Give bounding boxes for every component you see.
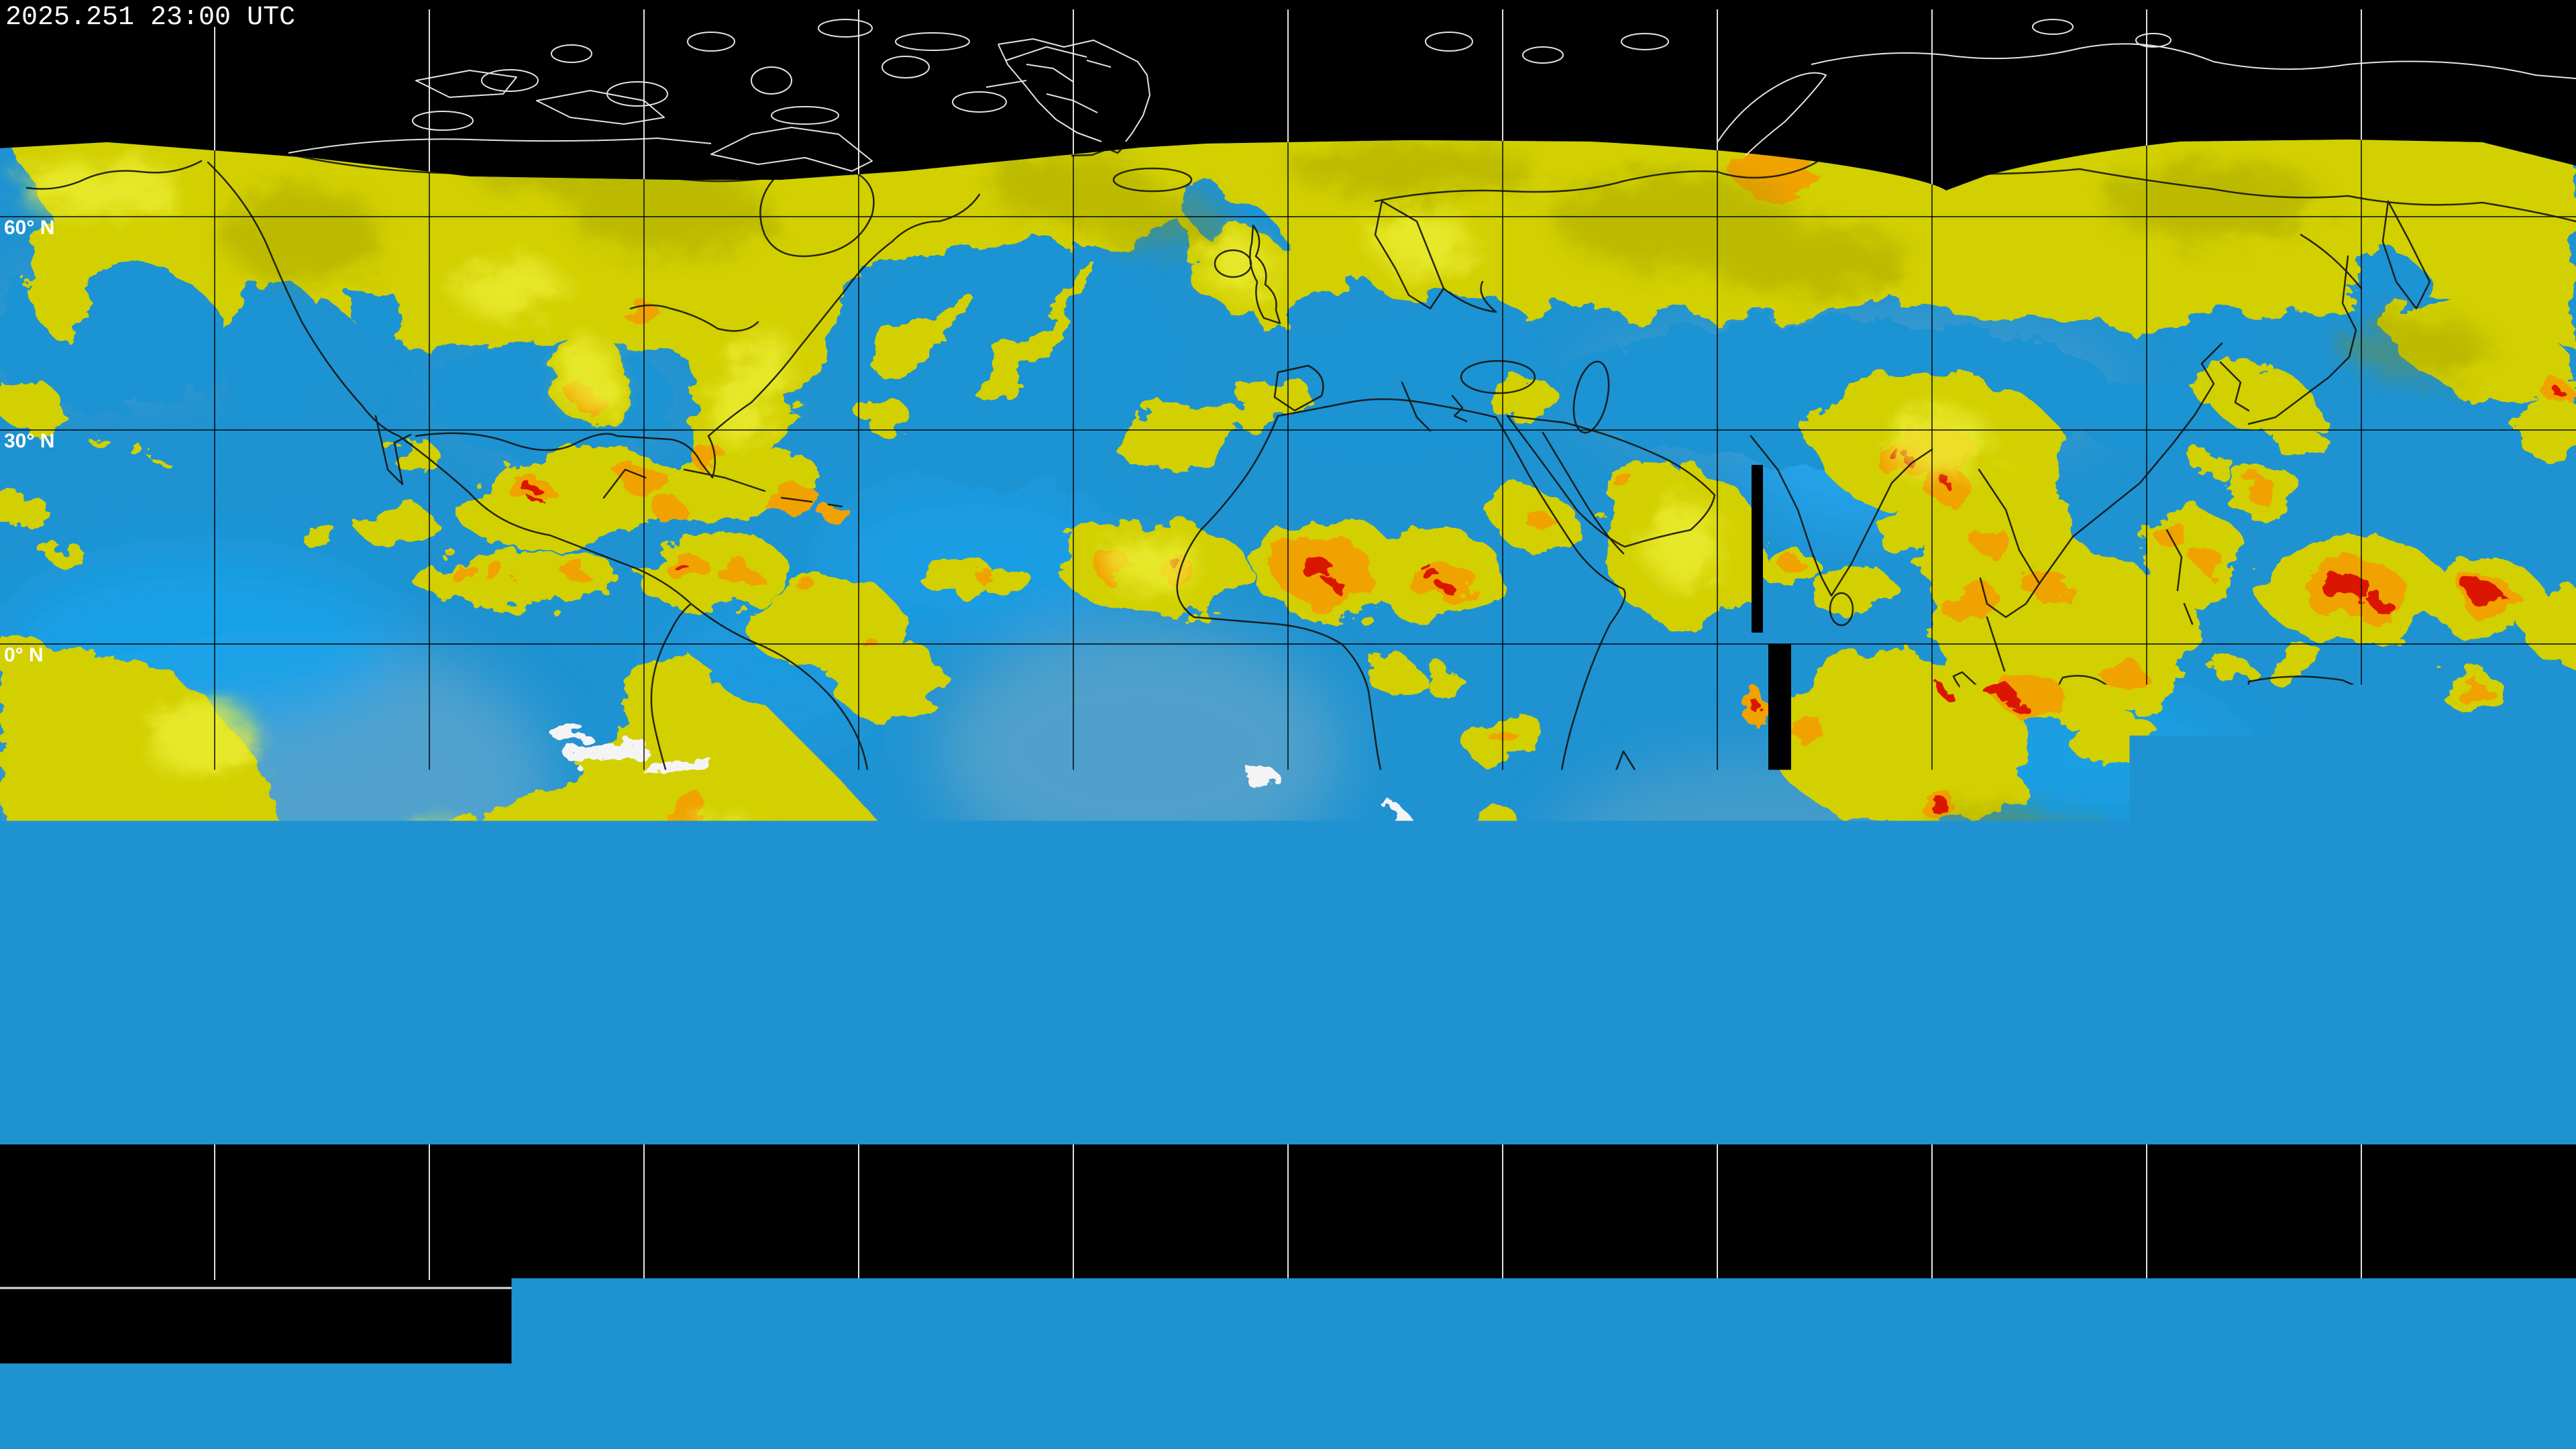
svg-text:300: 300 bbox=[1748, 1344, 1796, 1374]
svg-text:60° N: 60° N bbox=[4, 217, 54, 239]
svg-text:190: 190 bbox=[782, 1344, 830, 1374]
svg-text:30° N: 30° N bbox=[4, 430, 54, 452]
svg-text:210: 210 bbox=[957, 1344, 1006, 1374]
svg-text:220: 220 bbox=[1045, 1344, 1093, 1374]
svg-text:270: 270 bbox=[1484, 1344, 1532, 1374]
svg-text:290: 290 bbox=[1660, 1344, 1708, 1374]
svg-text:310: 310 bbox=[1835, 1344, 1884, 1374]
svg-text:60° S: 60° S bbox=[4, 1074, 54, 1096]
svg-text:240: 240 bbox=[1220, 1344, 1269, 1374]
svg-text:30° S: 30° S bbox=[4, 859, 54, 881]
svg-text:0° N: 0° N bbox=[4, 644, 44, 666]
svg-text:180: 180 bbox=[694, 1344, 742, 1374]
svg-text:200: 200 bbox=[869, 1344, 918, 1374]
svg-text:260: 260 bbox=[1396, 1344, 1444, 1374]
svg-text:Brightness Temperature in 6.75: Brightness Temperature in 6.75um, Kelvin bbox=[966, 1377, 1610, 1407]
svg-text:2025.251 23:00 UTC: 2025.251 23:00 UTC bbox=[5, 3, 295, 33]
svg-text:230: 230 bbox=[1133, 1344, 1181, 1374]
svg-text:280: 280 bbox=[1572, 1344, 1620, 1374]
svg-text:250: 250 bbox=[1308, 1344, 1356, 1374]
